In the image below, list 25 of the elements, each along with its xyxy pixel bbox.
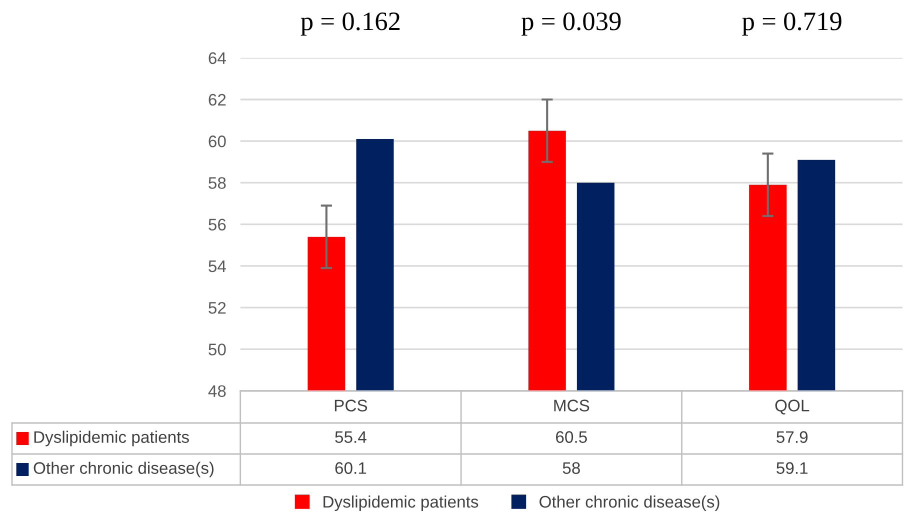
y-tick-label: 60: [208, 136, 226, 148]
data-label: 57.9: [776, 431, 808, 443]
text: p = 0.039: [522, 12, 621, 36]
data-label: 59.1: [776, 462, 808, 474]
x-tick-label: QOL: [775, 400, 810, 414]
text: p = 0.719: [742, 12, 842, 36]
x-tick-label: PCS: [334, 400, 368, 412]
data-label: 60.5: [556, 431, 587, 443]
y-tick-label: 50: [208, 344, 226, 356]
y-tick-label: 58: [208, 177, 226, 189]
text: Other chronic disease(s): [34, 462, 214, 478]
y-tick-label: 56: [208, 218, 226, 231]
y-tick-label: 62: [208, 94, 226, 106]
legend-label: Dyslipidemic patients: [324, 495, 478, 511]
data-label: 60.1: [335, 462, 366, 474]
y-tick-label: 64: [208, 52, 226, 64]
y-tick-label: 48: [208, 385, 226, 398]
y-tick-label: 52: [208, 302, 226, 314]
x-tick-label: MCS: [554, 400, 590, 412]
legend-label: Other chronic disease(s): [540, 495, 720, 511]
text: Dyslipidemic patients: [34, 430, 189, 446]
data-label: 58: [562, 462, 580, 474]
data-label: 55.4: [335, 431, 366, 443]
text: p = 0.162: [300, 12, 400, 36]
y-tick-label: 54: [208, 260, 226, 272]
